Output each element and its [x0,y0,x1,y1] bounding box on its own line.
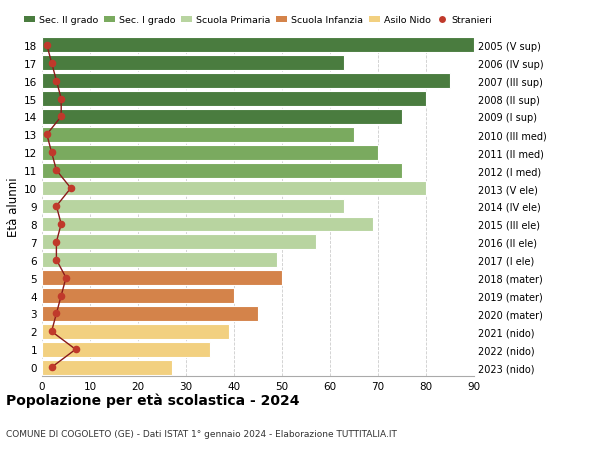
Bar [42,110,402,124]
Point [56,292,66,300]
Point [52,78,61,85]
Bar [42,289,234,303]
Bar [42,199,344,214]
Bar [42,325,229,339]
Bar [42,39,474,53]
Point [42,131,52,139]
Bar [42,217,373,232]
Bar [42,181,426,196]
Bar [42,253,277,268]
Bar [42,56,344,71]
Bar [42,271,282,285]
Point [52,203,61,210]
Point [52,167,61,174]
Point [56,113,66,121]
Bar [42,360,172,375]
Legend: Sec. II grado, Sec. I grado, Scuola Primaria, Scuola Infanzia, Asilo Nido, Stran: Sec. II grado, Sec. I grado, Scuola Prim… [23,16,493,25]
Point [42,42,52,49]
Bar [42,235,316,250]
Text: COMUNE DI COGOLETO (GE) - Dati ISTAT 1° gennaio 2024 - Elaborazione TUTTITALIA.I: COMUNE DI COGOLETO (GE) - Dati ISTAT 1° … [6,429,397,438]
Point [71,346,80,353]
Bar [42,307,258,321]
Point [47,60,56,67]
Bar [42,92,426,106]
Bar [42,128,354,142]
Point [56,221,66,228]
Bar [42,146,378,160]
Point [56,95,66,103]
Point [66,185,76,192]
Text: Popolazione per età scolastica - 2024: Popolazione per età scolastica - 2024 [6,392,299,407]
Point [47,149,56,157]
Point [61,274,71,282]
Point [47,328,56,336]
Bar [42,342,210,357]
Bar [42,163,402,178]
Bar [42,74,450,89]
Y-axis label: Età alunni: Età alunni [7,177,20,236]
Point [47,364,56,371]
Point [52,310,61,318]
Point [52,257,61,264]
Point [52,239,61,246]
